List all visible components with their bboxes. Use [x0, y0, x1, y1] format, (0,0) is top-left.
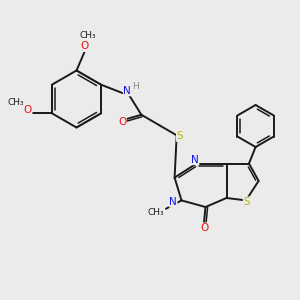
- Text: S: S: [176, 131, 183, 141]
- Text: N: N: [123, 86, 131, 96]
- Text: O: O: [118, 117, 126, 127]
- Text: H: H: [132, 82, 139, 91]
- Text: S: S: [243, 197, 250, 207]
- Text: O: O: [24, 105, 32, 115]
- Text: CH₃: CH₃: [80, 31, 96, 40]
- Text: N: N: [191, 154, 199, 165]
- Text: O: O: [81, 41, 89, 52]
- Text: CH₃: CH₃: [148, 208, 165, 217]
- Text: N: N: [169, 197, 177, 207]
- Text: O: O: [200, 223, 209, 233]
- Text: CH₃: CH₃: [8, 98, 24, 107]
